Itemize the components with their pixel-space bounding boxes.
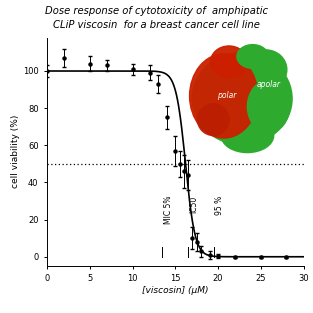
Ellipse shape bbox=[211, 46, 247, 78]
Ellipse shape bbox=[237, 45, 269, 68]
Ellipse shape bbox=[247, 80, 290, 133]
Text: Dose response of cytotoxicity of  amphipatic: Dose response of cytotoxicity of amphipa… bbox=[45, 6, 268, 16]
Text: apolar: apolar bbox=[256, 80, 280, 89]
Ellipse shape bbox=[190, 54, 258, 138]
Text: IC50: IC50 bbox=[189, 195, 198, 213]
Text: 95 %: 95 % bbox=[215, 195, 224, 215]
Ellipse shape bbox=[192, 53, 292, 145]
Text: polar: polar bbox=[217, 91, 236, 100]
X-axis label: [viscosin] (μM): [viscosin] (μM) bbox=[142, 286, 208, 295]
Y-axis label: cell viability (%): cell viability (%) bbox=[11, 115, 20, 188]
Ellipse shape bbox=[198, 104, 229, 136]
Ellipse shape bbox=[221, 118, 274, 152]
Text: CLiP viscosin  for a breast cancer cell line: CLiP viscosin for a breast cancer cell l… bbox=[53, 20, 260, 30]
Text: MIC 5%: MIC 5% bbox=[164, 195, 173, 224]
Ellipse shape bbox=[245, 50, 287, 90]
